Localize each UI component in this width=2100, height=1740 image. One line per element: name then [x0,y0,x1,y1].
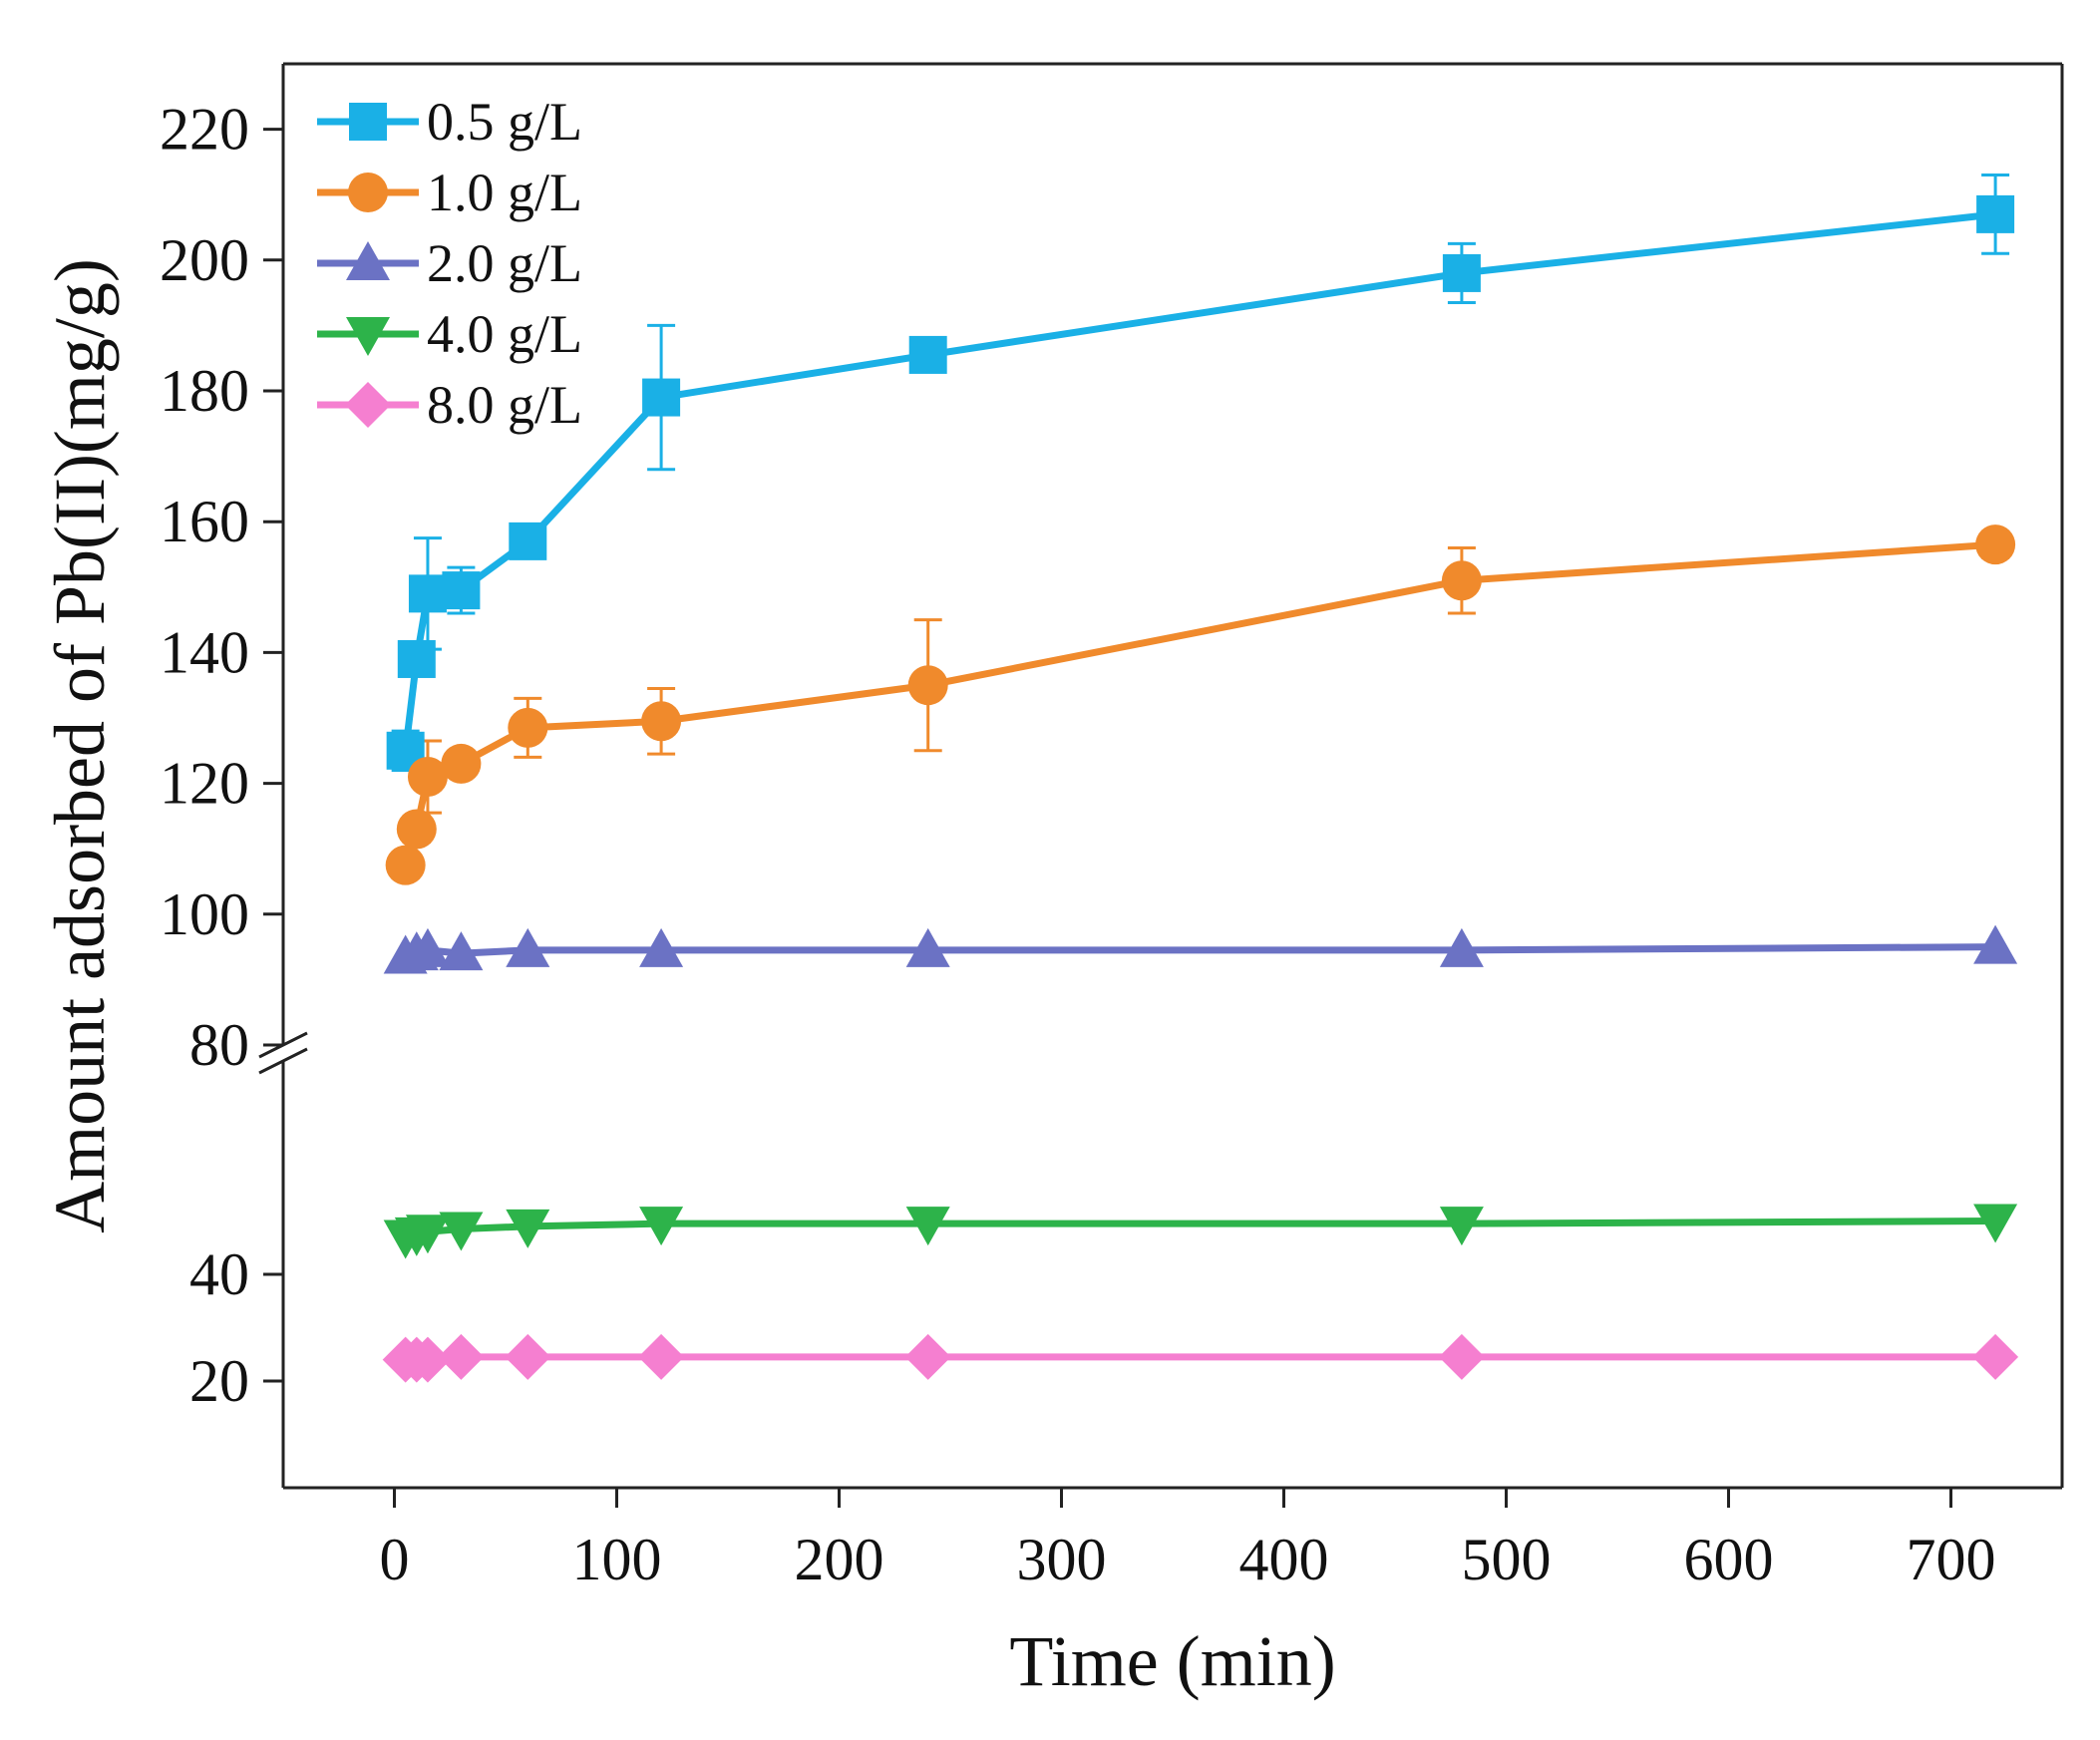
data-point-triangle-down [1439,1207,1484,1246]
legend-entry-label: 4.0 g/L [427,304,582,364]
plot-frame [281,62,2064,1490]
data-point-square [442,571,481,610]
data-point-circle [907,665,948,706]
y-tick-label: 160 [160,489,249,554]
x-tick-label: 400 [1239,1527,1329,1592]
data-point-diamond [505,1333,551,1380]
data-point-triangle-down [1973,1204,2018,1243]
series-line [404,1218,1996,1240]
data-point-triangle-up [1973,924,2018,964]
data-point-diamond [438,1333,485,1380]
data-point-triangle-down [506,1209,550,1248]
data-point-circle [396,809,437,850]
x-tick-label: 500 [1462,1527,1552,1592]
data-point-circle [385,845,426,885]
x-tick-label: 0 [380,1527,410,1592]
y-tick-label: 140 [160,619,249,685]
y-tick-label: 80 [189,1012,249,1078]
data-point-square [397,639,436,678]
x-tick-label: 100 [572,1527,662,1592]
legend-entry-label: 1.0 g/L [427,163,582,222]
data-point-triangle-up [1439,927,1484,967]
data-point-circle [348,173,388,212]
data-point-square [1976,194,2015,233]
y-axis: 20 40 80 100 120 140 160 180 200 220 [160,97,283,1414]
data-point-triangle-down [905,1207,950,1246]
data-point-square [509,522,547,560]
data-point-triangle-down [405,1215,450,1254]
legend-entry-label: 2.0 g/L [427,233,582,293]
data-point-diamond [1972,1333,2019,1380]
axis-break-mark [258,1047,308,1075]
x-tick-label: 200 [795,1527,884,1592]
x-axis-title: Time (min) [1009,1621,1335,1701]
data-point-triangle-up [346,241,390,280]
y-tick-label: 120 [160,751,249,817]
y-tick-label: 180 [160,358,249,424]
data-point-triangle-down [639,1207,684,1246]
series-line [402,540,1996,867]
data-point-triangle-up [439,931,484,971]
series-line [402,210,1996,752]
x-tick-label: 600 [1684,1527,1774,1592]
data-point-triangle-up [506,927,550,967]
data-point-diamond [638,1333,685,1380]
data-point-square [408,574,447,613]
data-point-circle [1975,524,2016,565]
data-point-square [349,103,387,141]
data-point-triangle-down [439,1212,484,1251]
data-point-diamond [404,1336,451,1383]
data-point-circle [508,707,548,748]
y-tick-label: 200 [160,227,249,293]
x-tick-label: 300 [1017,1527,1107,1592]
data-point-triangle-down [346,317,390,356]
error-bars [391,174,2010,873]
x-axis: 0 100 200 300 400 500 600 700 [380,1488,1996,1592]
legend: 0.5 g/L 1.0 g/L 2.0 g/L 4.0 g/L 8.0 g/L [317,92,582,435]
data-point-circle [407,757,448,798]
data-point-square [908,335,947,374]
data-point-triangle-up [905,927,950,967]
legend-entry-label: 8.0 g/L [427,375,582,435]
data-point-circle [1441,560,1482,601]
data-point-circle [441,743,482,784]
x-tick-label: 700 [1907,1527,1996,1592]
y-axis-title: Amount adsorbed of Pb(II)(mg/g) [40,258,120,1233]
data-point-circle [641,701,682,742]
y-tick-label: 100 [160,881,249,947]
series-markers [382,194,2019,1383]
data-point-diamond [345,382,391,428]
data-point-diamond [1438,1333,1485,1380]
axis-break-mark [258,1031,308,1059]
axis-break [258,1031,308,1075]
data-point-triangle-up [639,927,684,967]
y-tick-label: 20 [189,1348,249,1414]
series-line [404,943,1996,960]
legend-entry-label: 0.5 g/L [427,92,582,152]
data-point-square [1442,253,1481,292]
data-point-square [642,378,681,417]
y-tick-label: 220 [160,97,249,163]
data-point-diamond [904,1333,951,1380]
y-tick-label: 40 [189,1241,249,1307]
data-point-triangle-up [405,927,450,967]
